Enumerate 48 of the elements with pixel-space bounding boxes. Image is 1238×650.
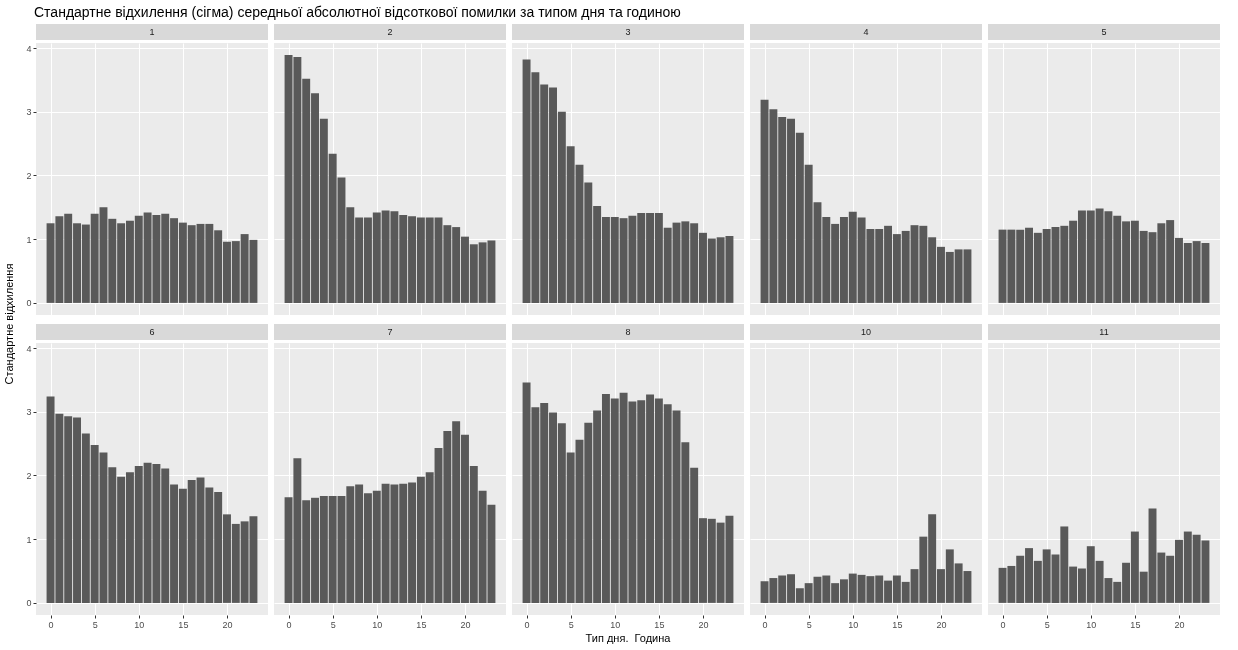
x-tick-label: 20 — [936, 619, 947, 630]
y-tick-label: 0 — [26, 298, 32, 309]
x-tick-label: 15 — [178, 619, 189, 630]
chart-title: 6 — [36, 324, 268, 340]
x-tick-label: 20 — [698, 619, 709, 630]
chart-title: 7 — [274, 324, 506, 340]
y-tick-label: 4 — [26, 43, 32, 54]
chart-title: 1 — [36, 24, 268, 40]
x-tick-label: 0 — [286, 619, 292, 630]
x-tick-label: 10 — [848, 619, 859, 630]
x-tick-label: 20 — [1174, 619, 1185, 630]
x-tick-label: 15 — [654, 619, 665, 630]
x-tick-label: 10 — [610, 619, 621, 630]
x-tick-label: 10 — [134, 619, 145, 630]
chart-title: 4 — [750, 24, 982, 40]
chart-title: 5 — [988, 24, 1220, 40]
chart-title: 11 — [988, 324, 1220, 340]
y-tick-label: 2 — [26, 471, 32, 481]
x-tick-label: 5 — [568, 619, 574, 630]
x-tick-label: 5 — [806, 619, 812, 630]
x-tick-label: 0 — [48, 619, 54, 630]
chart-title: 2 — [274, 24, 506, 40]
x-tick-label: 15 — [892, 619, 903, 630]
y-tick-label: 4 — [26, 343, 32, 354]
x-tick-label: 20 — [222, 619, 233, 630]
text: Стандартне відхилення (сігма) середньої абсолютної відсоткової помилки за типом дня та годиною — [34, 4, 681, 20]
x-tick-label: 5 — [92, 619, 98, 630]
y-axis-title: Стандартне відхилення — [3, 263, 15, 385]
y-tick-label: 1 — [26, 234, 32, 245]
x-tick-label: 0 — [1000, 619, 1006, 630]
x-tick-label: 10 — [1086, 619, 1097, 630]
x-tick-label: 15 — [416, 619, 427, 630]
chart-title: 10 — [750, 324, 982, 340]
x-tick-label: 15 — [1130, 619, 1141, 630]
chart-title: 3 — [512, 24, 744, 40]
y-tick-label: 2 — [26, 171, 32, 181]
x-tick-label: 0 — [524, 619, 530, 630]
x-tick-label: 5 — [330, 619, 336, 630]
x-tick-label: 0 — [762, 619, 768, 630]
x-axis-title: Тип дня. Година — [584, 631, 672, 645]
y-tick-label: 3 — [26, 107, 32, 118]
x-tick-label: 10 — [372, 619, 383, 630]
y-tick-label: 1 — [26, 534, 32, 545]
y-tick-label: 3 — [26, 407, 32, 418]
x-tick-label: 5 — [1044, 619, 1050, 630]
y-tick-label: 0 — [26, 598, 32, 609]
x-tick-label: 20 — [460, 619, 471, 630]
chart-title: 8 — [512, 324, 744, 340]
